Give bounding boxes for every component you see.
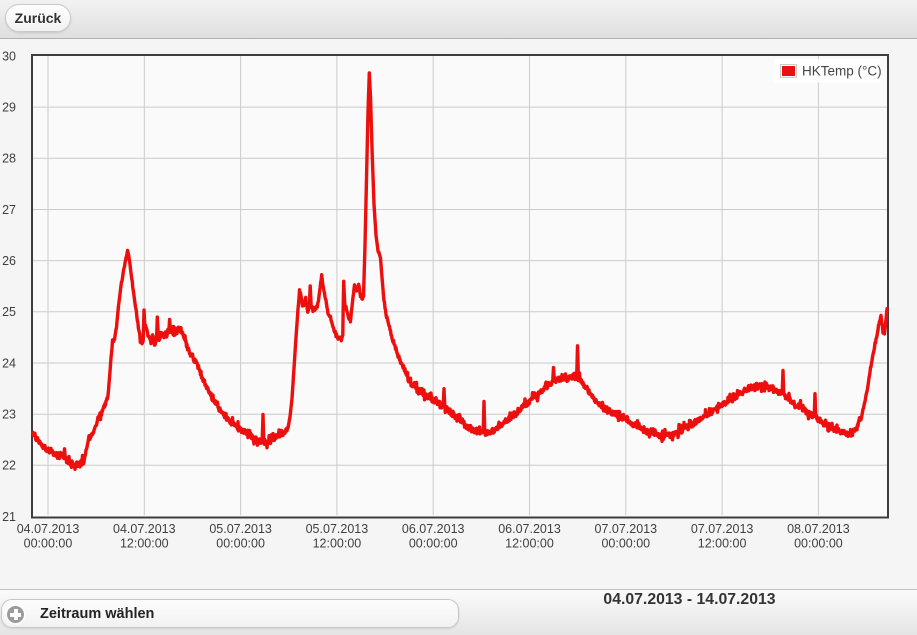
svg-text:00:00:00: 00:00:00: [216, 537, 265, 551]
svg-text:12:00:00: 12:00:00: [313, 537, 362, 551]
svg-text:27: 27: [2, 203, 16, 217]
svg-text:00:00:00: 00:00:00: [409, 537, 458, 551]
svg-text:26: 26: [2, 254, 16, 268]
svg-text:24: 24: [2, 356, 16, 370]
svg-text:08.07.2013: 08.07.2013: [787, 522, 850, 536]
svg-text:22: 22: [2, 459, 16, 473]
svg-text:25: 25: [2, 305, 16, 319]
svg-text:28: 28: [2, 152, 16, 166]
svg-text:HKTemp (°C): HKTemp (°C): [802, 64, 882, 79]
svg-text:29: 29: [2, 100, 16, 114]
svg-text:07.07.2013: 07.07.2013: [595, 522, 658, 536]
svg-text:23: 23: [2, 408, 16, 422]
svg-text:12:00:00: 12:00:00: [120, 537, 169, 551]
svg-text:21: 21: [2, 510, 16, 524]
svg-text:06.07.2013: 06.07.2013: [498, 522, 561, 536]
svg-text:05.07.2013: 05.07.2013: [209, 522, 272, 536]
svg-text:05.07.2013: 05.07.2013: [306, 522, 369, 536]
svg-text:00:00:00: 00:00:00: [601, 537, 650, 551]
svg-text:04.07.2013: 04.07.2013: [17, 522, 80, 536]
svg-text:07.07.2013: 07.07.2013: [691, 522, 754, 536]
svg-text:06.07.2013: 06.07.2013: [402, 522, 465, 536]
svg-text:12:00:00: 12:00:00: [505, 537, 554, 551]
svg-text:04.07.2013: 04.07.2013: [113, 522, 176, 536]
svg-text:00:00:00: 00:00:00: [794, 537, 843, 551]
svg-text:00:00:00: 00:00:00: [24, 537, 73, 551]
svg-text:30: 30: [2, 49, 16, 63]
svg-text:12:00:00: 12:00:00: [698, 537, 747, 551]
